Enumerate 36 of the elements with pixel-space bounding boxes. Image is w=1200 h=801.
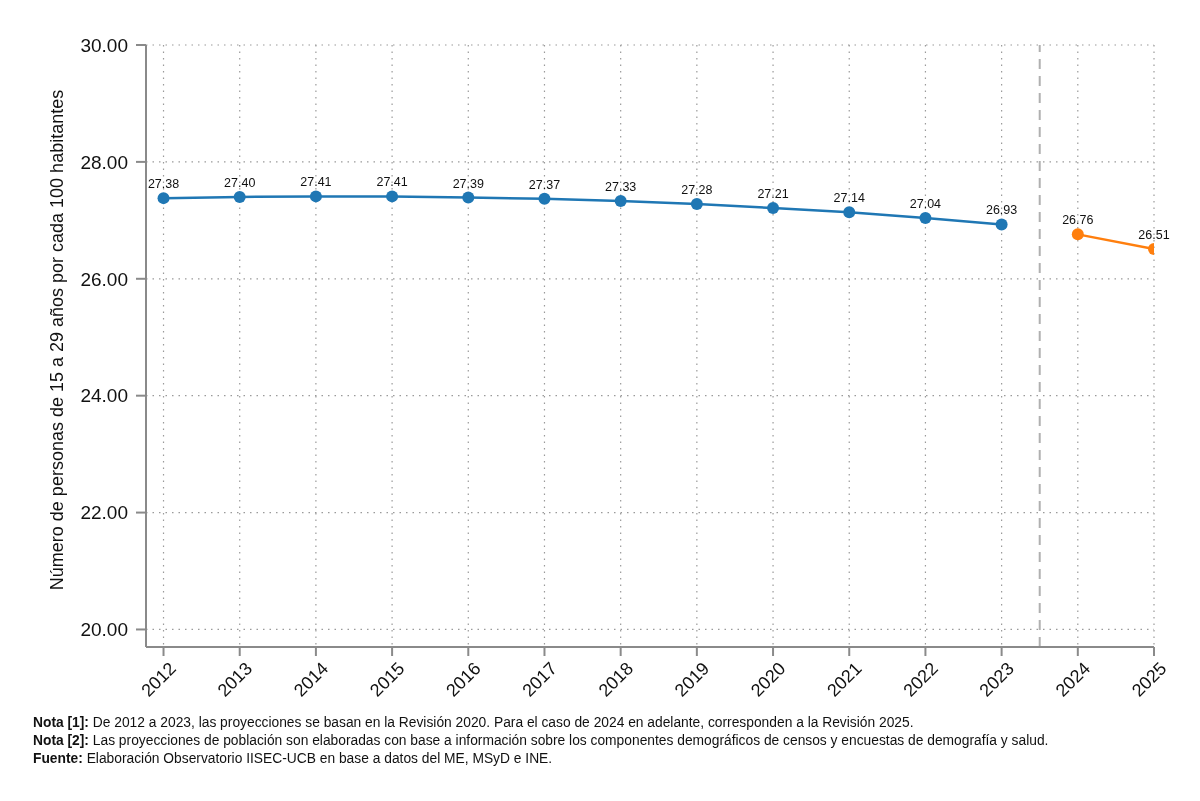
data-label: 26.51 <box>1138 227 1170 242</box>
note-text: Fuente: Elaboración Observatorio IISEC-UCB en base a datos del ME, MSyD e INE. <box>33 750 554 768</box>
data-label: 27.04 <box>909 197 942 211</box>
point <box>538 192 551 205</box>
data-label: 27.33 <box>605 180 637 195</box>
point <box>309 190 322 203</box>
y-tick-label: 24.00 <box>80 385 128 407</box>
point <box>690 197 703 210</box>
note-text: Nota [1]: De 2012 a 2023, las proyecciones se basan en la Revisión 2020. Para el caso de 2024 en adelante, corresponden a la Revisión 2025. <box>33 714 915 732</box>
data-label: 27.40 <box>224 175 256 190</box>
data-label: 27.21 <box>757 187 789 202</box>
point <box>919 212 932 224</box>
y-tick-label: 22.00 <box>80 502 128 524</box>
y-axis-title: Número de personas de 15 a 29 años por cada 100 habitantes <box>47 89 67 591</box>
data-label: 27.14 <box>833 191 865 206</box>
data-label: 27.41 <box>300 175 332 190</box>
y-tick-label: 30.00 <box>80 34 128 56</box>
data-label: 27.28 <box>681 182 713 197</box>
data-label: 27.39 <box>452 176 484 191</box>
data-label: 27.37 <box>528 177 561 192</box>
data-label: 26.93 <box>985 203 1018 218</box>
note-text: Nota [2]: Las proyecciones de población son elaboradas con base a información sobre los componentes demográficos de censos y encuestas de demografía y salud. <box>33 732 1050 750</box>
point <box>843 206 856 219</box>
point <box>462 191 475 204</box>
data-label: 27.38 <box>147 177 180 192</box>
point <box>386 190 399 203</box>
y-tick-label: 28.00 <box>80 151 128 173</box>
y-tick-label: 26.00 <box>80 268 128 290</box>
point <box>614 195 627 208</box>
point <box>157 192 170 205</box>
data-label: 26.76 <box>1062 213 1094 228</box>
y-tick-label: 20.00 <box>80 619 128 641</box>
data-label: 27.41 <box>376 175 408 190</box>
point <box>233 190 246 203</box>
point <box>767 202 780 215</box>
point <box>995 218 1008 231</box>
